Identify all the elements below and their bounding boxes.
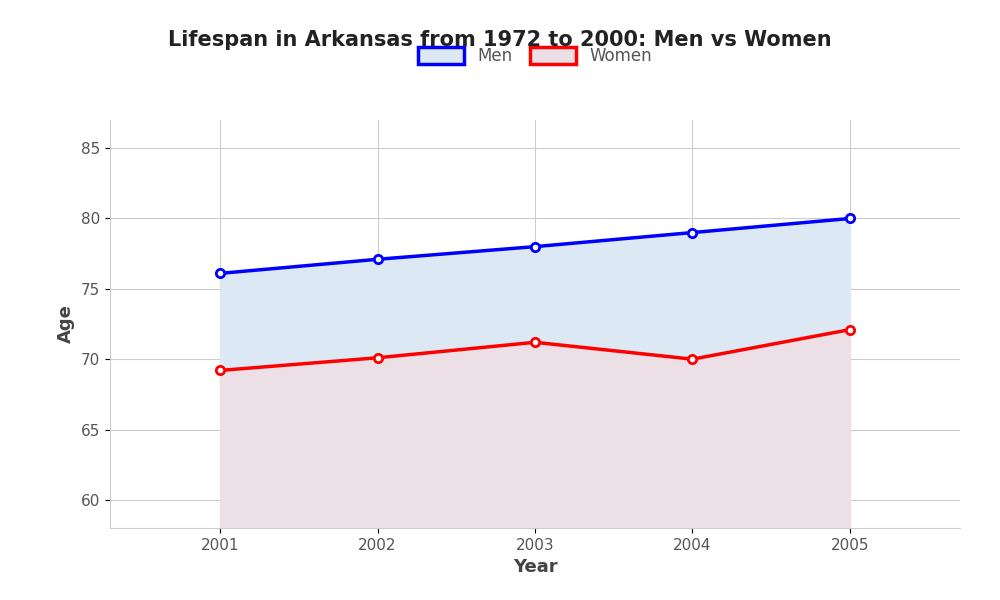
Text: Lifespan in Arkansas from 1972 to 2000: Men vs Women: Lifespan in Arkansas from 1972 to 2000: …: [168, 30, 832, 50]
Legend: Men, Women: Men, Women: [409, 38, 661, 73]
Y-axis label: Age: Age: [57, 305, 75, 343]
X-axis label: Year: Year: [513, 558, 557, 576]
